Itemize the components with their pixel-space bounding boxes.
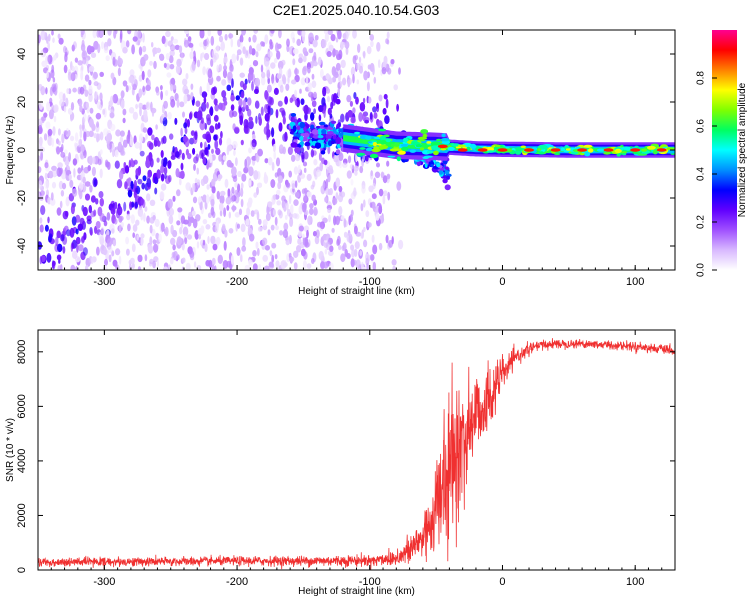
y-axis-label: SNR (10 * v/v): [5, 418, 16, 482]
chart-title: C2E1.2025.040.10.54.G03: [272, 2, 440, 18]
y-tick-label: 2000: [16, 503, 28, 527]
peak-amplitude-mark: [603, 148, 614, 152]
y-tick-label: 4000: [16, 449, 28, 473]
x-tick-label: -200: [226, 576, 248, 588]
peak-amplitude-mark: [497, 148, 508, 152]
colorbar-tick-label: 0.4: [696, 167, 707, 181]
x-tick-label: 100: [626, 576, 644, 588]
y-tick-label: 40: [16, 48, 28, 60]
peak-amplitude-mark: [550, 148, 561, 152]
y-tick-label: -20: [16, 190, 28, 206]
colorbar-tick-label: 0.8: [696, 71, 707, 85]
y-tick-label: -40: [16, 238, 28, 254]
peak-amplitude-mark: [656, 148, 667, 152]
y-tick-label: 8000: [16, 340, 28, 364]
colorbar: 0.0 0.2 0.4 0.6 0.8 Normalized spectral ampli…: [696, 30, 748, 277]
spectrogram-image: [38, 30, 675, 270]
snr-panel: -300 -200 -100 0 10002000400060008000Height …: [5, 329, 676, 597]
y-tick-label: 0: [16, 147, 28, 153]
x-axis-label: Height of straight line (km): [298, 586, 415, 597]
x-tick-label: 0: [499, 576, 505, 588]
peak-amplitude-mark: [524, 148, 534, 152]
colorbar-tick-label: 0.2: [696, 215, 707, 229]
x-tick-label: -300: [93, 276, 115, 288]
peak-amplitude-mark: [577, 148, 588, 152]
x-tick-label: 0: [499, 276, 505, 288]
snr-series-line: [38, 338, 675, 570]
colorbar-tick-label: 0.6: [696, 119, 707, 133]
x-tick-label: -200: [226, 276, 248, 288]
snr-frame: [37, 329, 676, 571]
colorbar-label: Normalized spectral amplitude: [737, 82, 748, 217]
colorbar-tick-label: 0.0: [696, 263, 707, 277]
peak-amplitude-mark: [630, 148, 641, 152]
x-tick-label: -300: [93, 576, 115, 588]
peak-amplitude-mark: [457, 148, 468, 152]
peak-amplitude-mark: [437, 144, 448, 149]
x-tick-label: -100: [359, 576, 381, 588]
x-tick-label: -100: [359, 276, 381, 288]
y-tick-label: 6000: [16, 394, 28, 418]
peak-amplitude-mark: [477, 148, 488, 152]
y-axis-label: Frequency (Hz): [5, 116, 16, 185]
x-axis-label: Height of straight line (km): [298, 286, 415, 297]
y-tick-label: 20: [16, 96, 28, 108]
colorbar-gradient: [712, 30, 737, 270]
x-tick-label: 100: [626, 276, 644, 288]
y-tick-label: 0: [16, 567, 28, 573]
